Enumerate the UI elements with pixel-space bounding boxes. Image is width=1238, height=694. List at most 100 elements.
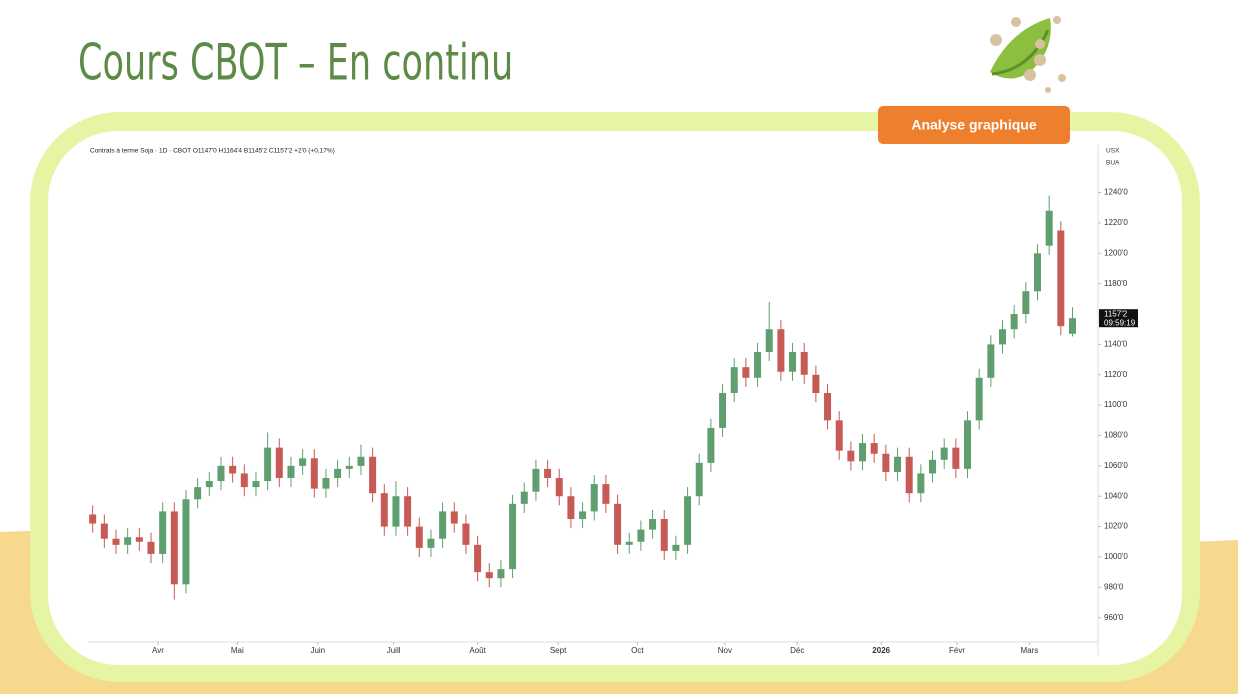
candle-body	[1034, 253, 1042, 292]
y-tick-label: 1200'0	[1104, 248, 1128, 257]
candle-body	[299, 458, 307, 466]
candle-body	[649, 519, 657, 530]
candle-body	[240, 473, 248, 488]
y-tick-label: 1060'0	[1104, 461, 1128, 470]
candle-body	[462, 523, 470, 545]
y-tick-label: 1020'0	[1104, 522, 1128, 531]
candle-body	[357, 456, 365, 466]
candle-body	[940, 447, 948, 460]
candle-body	[975, 377, 983, 421]
candle-body	[614, 503, 622, 545]
candle-body	[135, 537, 143, 542]
x-tick-label: Nov	[718, 646, 732, 655]
candle-body	[835, 420, 843, 451]
candle-body	[1022, 291, 1030, 315]
candle-body	[229, 465, 237, 474]
currency: USX	[1106, 148, 1120, 155]
y-tick-label: 1080'0	[1104, 431, 1128, 440]
candle-body	[1010, 314, 1018, 330]
candle-body	[369, 456, 377, 494]
x-tick-label: Sept	[550, 646, 567, 655]
candle-body	[310, 458, 318, 489]
y-tick-label: 1100'0	[1104, 400, 1128, 409]
candle-body	[999, 329, 1007, 345]
last-price-box	[1099, 309, 1138, 328]
y-tick-label: 1140'0	[1104, 340, 1128, 349]
y-tick-label: 1220'0	[1104, 218, 1128, 227]
candle-body	[870, 443, 878, 454]
candle-body	[987, 344, 995, 378]
candle-body	[159, 511, 167, 554]
candle-body	[812, 374, 820, 393]
candle-body	[334, 468, 342, 479]
candle-body	[89, 514, 97, 524]
analysis-button-label[interactable]: Analyse graphique	[911, 117, 1036, 133]
candle-body	[392, 496, 400, 527]
x-tick-label: Mai	[231, 646, 244, 655]
candle-body	[567, 496, 575, 520]
candle-body	[544, 468, 552, 479]
candle-body	[450, 511, 458, 524]
candle-body	[905, 456, 913, 494]
candle-body	[345, 465, 353, 469]
candle-body	[1069, 318, 1077, 334]
candle-body	[182, 499, 190, 585]
candle-body	[497, 569, 505, 579]
page-title: Cours CBOT – En continu	[78, 33, 513, 92]
candle-body	[625, 541, 633, 545]
candle-body	[217, 465, 225, 482]
candle-body	[1057, 230, 1065, 327]
candle-body	[765, 329, 773, 352]
candle-body	[579, 511, 587, 520]
y-tick-label: 1180'0	[1104, 279, 1128, 288]
x-tick-label: Mars	[1020, 646, 1038, 655]
candle-body	[555, 478, 563, 497]
candle-body	[707, 427, 715, 463]
y-tick-label: 1120'0	[1104, 370, 1128, 379]
candle-body	[509, 503, 517, 570]
x-tick-label: Juin	[310, 646, 325, 655]
candle-body	[427, 538, 435, 548]
x-tick-label: 2026	[872, 646, 890, 655]
candle-body	[520, 491, 528, 504]
analysis-button[interactable]	[878, 106, 1070, 144]
candle-body	[147, 541, 155, 554]
candle-body	[719, 392, 727, 428]
candle-body	[1045, 210, 1053, 246]
x-tick-label: Févr	[949, 646, 965, 655]
candle-body	[660, 519, 668, 551]
candle-body	[754, 351, 762, 378]
candle-body	[789, 351, 797, 372]
candle-body	[205, 481, 213, 488]
candle-body	[415, 526, 423, 548]
candle-body	[590, 484, 598, 512]
x-tick-label: Déc	[790, 646, 804, 655]
candle-body	[322, 478, 330, 489]
candle-body	[929, 459, 937, 474]
candle-body	[695, 462, 703, 497]
x-tick-label: Oct	[631, 646, 644, 655]
x-tick-label: Juill	[387, 646, 401, 655]
candle-body	[800, 351, 808, 375]
candle-body	[859, 443, 867, 462]
candle-body	[777, 329, 785, 372]
candle-body	[824, 392, 832, 421]
candle-body	[252, 481, 260, 488]
candle-body	[404, 496, 412, 527]
candle-body	[380, 493, 388, 527]
soy-icon	[990, 16, 1066, 93]
candle-body	[742, 367, 750, 378]
candle-body	[964, 420, 972, 469]
candle-body	[474, 544, 482, 573]
chart-title: Contrats à terme Soja · 1D · CBOT O1147'…	[90, 148, 335, 155]
candle-body	[100, 523, 108, 539]
candle-body	[637, 529, 645, 542]
candle-body	[917, 473, 925, 494]
y-tick-label: 980'0	[1104, 582, 1124, 591]
candle-body	[485, 572, 493, 579]
candle-body	[275, 447, 283, 479]
candle-body	[170, 511, 178, 585]
candle-body	[952, 447, 960, 469]
candle-body	[194, 487, 202, 500]
